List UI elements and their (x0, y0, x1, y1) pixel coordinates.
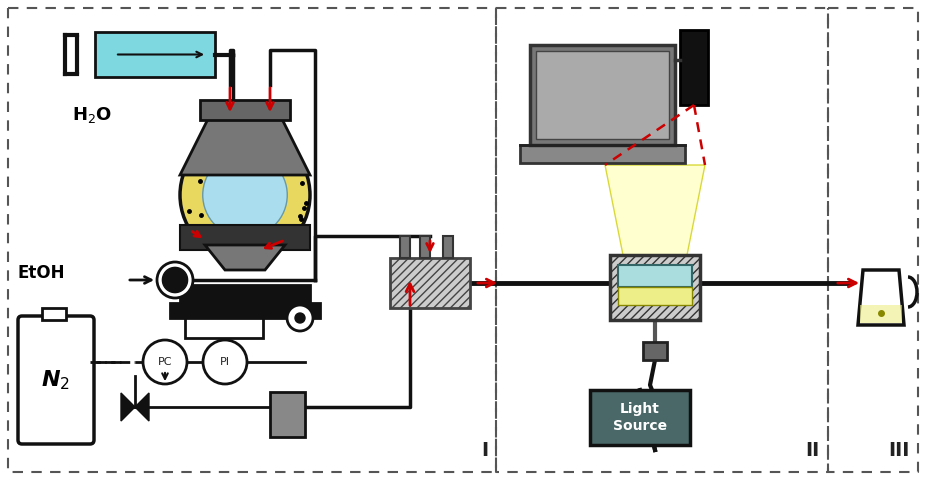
Polygon shape (858, 270, 904, 325)
FancyBboxPatch shape (270, 392, 305, 437)
FancyBboxPatch shape (536, 51, 669, 139)
FancyBboxPatch shape (680, 30, 708, 105)
Circle shape (287, 305, 313, 331)
FancyBboxPatch shape (610, 255, 700, 320)
Text: PC: PC (158, 357, 172, 367)
Polygon shape (180, 115, 310, 175)
FancyBboxPatch shape (618, 287, 692, 305)
Circle shape (203, 153, 287, 237)
Text: N$_2$: N$_2$ (42, 368, 70, 392)
Polygon shape (121, 393, 135, 421)
Circle shape (203, 340, 247, 384)
Text: H$_2$O: H$_2$O (72, 105, 112, 125)
FancyBboxPatch shape (618, 265, 692, 287)
Text: PI: PI (220, 357, 230, 367)
FancyBboxPatch shape (590, 390, 690, 445)
FancyBboxPatch shape (530, 45, 675, 145)
FancyBboxPatch shape (180, 225, 310, 250)
FancyBboxPatch shape (180, 285, 310, 303)
Polygon shape (205, 245, 285, 270)
Circle shape (295, 313, 305, 323)
Circle shape (180, 130, 310, 260)
Polygon shape (175, 267, 187, 293)
Circle shape (157, 262, 193, 298)
Polygon shape (162, 267, 175, 293)
Text: III: III (889, 441, 910, 460)
FancyBboxPatch shape (520, 145, 685, 163)
FancyBboxPatch shape (443, 236, 453, 258)
Text: EtOH: EtOH (18, 264, 66, 282)
FancyBboxPatch shape (860, 305, 902, 323)
FancyBboxPatch shape (185, 318, 263, 338)
Text: II: II (806, 441, 820, 460)
FancyBboxPatch shape (420, 236, 430, 258)
FancyBboxPatch shape (400, 236, 410, 258)
Text: Light
Source: Light Source (613, 402, 667, 433)
FancyBboxPatch shape (390, 258, 470, 308)
FancyBboxPatch shape (18, 316, 94, 444)
FancyBboxPatch shape (170, 303, 320, 318)
FancyBboxPatch shape (43, 308, 66, 320)
FancyBboxPatch shape (95, 32, 215, 77)
FancyBboxPatch shape (200, 100, 290, 120)
Text: I: I (481, 441, 488, 460)
Polygon shape (605, 165, 705, 255)
FancyBboxPatch shape (643, 342, 667, 360)
Circle shape (143, 340, 187, 384)
Polygon shape (135, 393, 149, 421)
